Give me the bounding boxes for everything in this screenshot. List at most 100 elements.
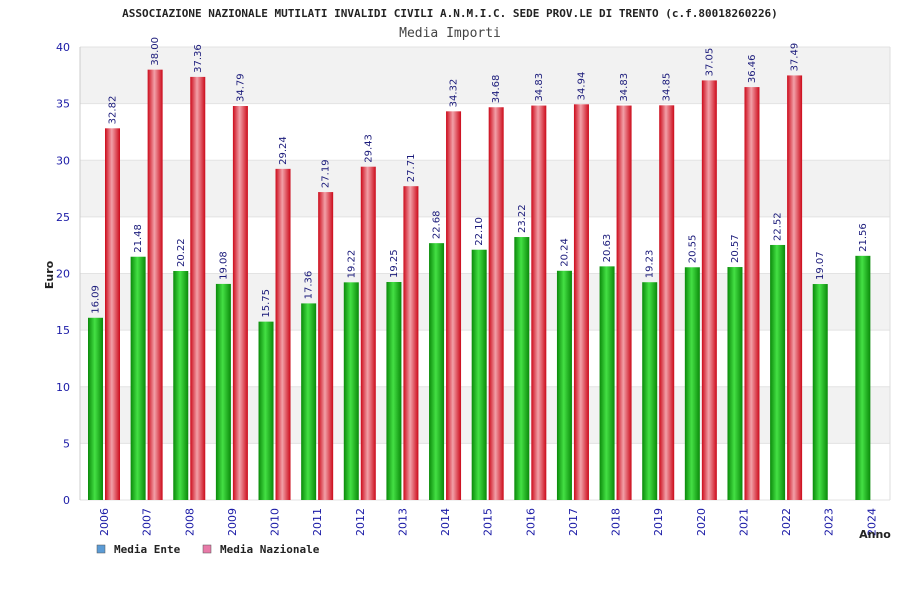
data-label: 27.19 <box>321 159 332 188</box>
y-axis-label: Euro <box>43 260 56 289</box>
x-tick-label: 2013 <box>396 508 409 536</box>
x-tick-label: 2015 <box>482 508 495 536</box>
bar-media-nazionale <box>105 128 120 500</box>
x-tick-label: 2012 <box>354 508 367 536</box>
bar-media-ente <box>514 237 530 500</box>
legend: Media Ente Media Nazionale <box>96 543 320 556</box>
bar-media-ente <box>812 284 828 500</box>
bar-media-ente <box>642 282 658 500</box>
y-tick-label: 15 <box>56 324 70 337</box>
legend-swatch-media-ente <box>96 544 106 554</box>
data-label: 36.46 <box>747 54 758 83</box>
bar-media-nazionale <box>573 104 589 500</box>
x-tick-label: 2009 <box>226 508 239 536</box>
data-label: 19.23 <box>645 250 656 279</box>
data-label: 20.55 <box>687 235 698 264</box>
data-label: 19.07 <box>815 251 826 280</box>
data-label: 38.00 <box>150 37 161 66</box>
bar-media-ente <box>684 267 700 500</box>
x-tick-label: 2017 <box>567 508 580 536</box>
bar-media-ente <box>343 282 359 500</box>
data-label: 22.68 <box>432 211 443 240</box>
x-tick-label: 2019 <box>652 508 665 536</box>
data-label: 34.79 <box>235 73 246 102</box>
y-tick-label: 0 <box>63 494 70 507</box>
bar-media-nazionale <box>232 106 248 501</box>
data-labels: 16.09 32.82 21.48 38.00 20.22 37.36 19.08 34.79… <box>91 37 869 318</box>
bar-media-ente <box>173 271 189 500</box>
x-tick-label: 2008 <box>183 508 196 536</box>
bars <box>88 69 871 501</box>
data-label: 20.22 <box>176 238 187 267</box>
data-label: 21.56 <box>858 223 869 252</box>
bar-media-ente <box>88 317 103 500</box>
bar-media-ente <box>301 303 317 500</box>
bar-media-nazionale <box>744 87 760 500</box>
data-label: 34.83 <box>534 73 545 102</box>
data-label: 34.32 <box>449 79 460 108</box>
data-label: 20.24 <box>559 238 570 267</box>
data-label: 37.05 <box>704 48 715 77</box>
bar-media-ente <box>215 283 231 500</box>
legend-label-media-ente: Media Ente <box>114 543 181 556</box>
bar-media-nazionale <box>360 166 376 500</box>
data-label: 23.22 <box>517 204 528 233</box>
legend-label-media-nazionale: Media Nazionale <box>220 543 320 556</box>
data-label: 20.63 <box>602 234 613 263</box>
x-tick-label: 2021 <box>737 508 750 536</box>
bar-media-nazionale <box>275 168 291 500</box>
x-tick-label: 2011 <box>311 508 324 536</box>
y-tick-label: 10 <box>56 381 70 394</box>
bar-media-ente <box>130 256 146 500</box>
legend-swatch-media-nazionale <box>202 544 212 554</box>
x-tick-labels: 2006 2007 2008 2009 2010 2011 2012 2013 2014 2015… <box>98 508 878 536</box>
bar-media-nazionale <box>531 105 547 501</box>
bar-media-ente <box>471 249 487 500</box>
x-tick-label: 2024 <box>865 508 878 536</box>
data-label: 29.24 <box>278 136 289 165</box>
bar-media-ente <box>770 244 786 500</box>
bar-media-ente <box>386 281 402 500</box>
y-tick-label: 30 <box>56 154 70 167</box>
bar-media-nazionale <box>318 192 334 501</box>
data-label: 19.25 <box>389 249 400 278</box>
bar-media-ente <box>429 243 445 501</box>
bar-media-nazionale <box>787 75 803 500</box>
bar-media-nazionale <box>446 111 462 501</box>
y-tick-label: 35 <box>56 98 70 111</box>
bar-media-ente <box>599 266 615 500</box>
chart-title: ASSOCIAZIONE NAZIONALE MUTILATI INVALIDI… <box>122 7 778 20</box>
x-axis-label: Anno <box>859 528 891 541</box>
y-tick-label: 5 <box>63 437 70 450</box>
bar-media-nazionale <box>147 69 163 501</box>
data-label: 22.52 <box>773 212 784 241</box>
chart-subtitle: Media Importi <box>399 26 501 41</box>
y-tick-label: 40 <box>56 41 70 54</box>
data-label: 34.83 <box>619 73 630 102</box>
data-label: 34.68 <box>491 75 502 104</box>
data-label: 34.85 <box>662 73 673 102</box>
data-label: 19.08 <box>218 251 229 280</box>
x-tick-label: 2014 <box>439 508 452 536</box>
data-label: 37.49 <box>790 43 801 72</box>
bar-media-nazionale <box>616 105 632 501</box>
x-tick-label: 2006 <box>98 508 111 536</box>
bar-media-nazionale <box>403 186 419 500</box>
x-tick-label: 2022 <box>780 508 793 536</box>
y-tick-labels: 0 5 10 15 20 25 30 35 40 <box>56 41 70 507</box>
bar-media-nazionale <box>659 105 675 500</box>
y-tick-label: 25 <box>56 211 70 224</box>
bar-media-ente <box>855 255 871 500</box>
x-tick-label: 2007 <box>141 508 154 536</box>
bar-media-nazionale <box>190 76 206 500</box>
data-label: 16.09 <box>91 285 102 314</box>
bar-media-ente <box>727 267 743 500</box>
data-label: 21.48 <box>133 224 144 253</box>
data-label: 34.94 <box>576 72 587 101</box>
x-tick-label: 2020 <box>695 508 708 536</box>
data-label: 32.82 <box>108 96 119 125</box>
x-tick-label: 2010 <box>269 508 282 536</box>
x-tick-label: 2018 <box>610 508 623 536</box>
data-label: 20.57 <box>730 234 741 263</box>
